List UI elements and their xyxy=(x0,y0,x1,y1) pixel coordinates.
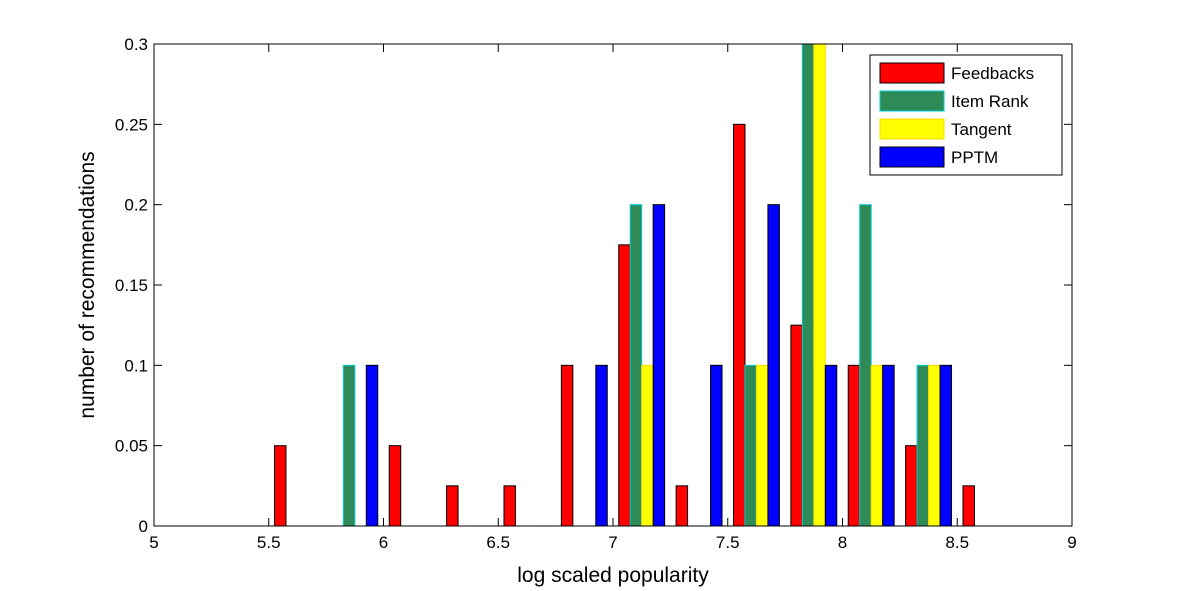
bar-pptm-10 xyxy=(767,204,780,527)
bar-item-rank-8 xyxy=(629,204,643,527)
y-tick-label: 0.25 xyxy=(115,115,148,134)
y-axis: 0 0.05 0.1 0.15 0.2 0.25 0.3 xyxy=(115,35,1072,536)
bar-pptm-11 xyxy=(824,364,838,527)
legend-label-item-rank: Item Rank xyxy=(951,92,1029,111)
bar-item-rank-3 xyxy=(342,364,356,527)
x-tick-label: 8 xyxy=(838,533,847,552)
bar-item-rank-12 xyxy=(859,204,872,527)
bar-feedbacks-4 xyxy=(388,445,402,527)
legend-swatch-feedbacks xyxy=(879,62,945,84)
bar-feedbacks-6 xyxy=(503,485,516,527)
x-tick-label: 5.5 xyxy=(257,533,281,552)
legend-label-pptm: PPTM xyxy=(951,148,998,167)
bar-feedbacks-8 xyxy=(618,244,631,527)
x-tick-label: 5 xyxy=(149,533,158,552)
bar-item-rank-13 xyxy=(916,364,930,527)
bar-item-rank-10 xyxy=(744,364,757,527)
bar-tangent-8 xyxy=(641,364,654,527)
legend-label-feedbacks: Feedbacks xyxy=(951,64,1034,83)
bar-feedbacks-10 xyxy=(732,123,746,527)
bar-feedbacks-9 xyxy=(675,485,689,527)
legend-swatch-pptm xyxy=(879,146,945,168)
x-axis-title: log scaled popularity xyxy=(517,564,709,587)
legend: Feedbacks Item Rank Tangent PPTM xyxy=(869,54,1063,176)
y-axis-title: number of recommendations xyxy=(76,151,99,418)
bar-tangent-10 xyxy=(755,364,769,527)
bar-tangent-13 xyxy=(928,364,941,527)
x-tick-label: 6 xyxy=(379,533,388,552)
bar-pptm-3 xyxy=(365,364,379,527)
y-tick-label: 0.1 xyxy=(124,356,148,375)
x-tick-label: 6.5 xyxy=(486,533,510,552)
bar-group xyxy=(273,43,975,527)
bar-pptm-8 xyxy=(652,204,666,527)
bar-tangent-12 xyxy=(870,364,884,527)
bar-pptm-12 xyxy=(882,364,895,527)
y-tick-label: 0.3 xyxy=(124,35,148,54)
legend-swatch-tangent xyxy=(879,118,945,140)
bar-feedbacks-13 xyxy=(905,445,918,527)
x-tick-label: 8.5 xyxy=(945,533,969,552)
bar-feedbacks-2 xyxy=(273,445,287,527)
y-tick-label: 0.05 xyxy=(115,437,148,456)
bar-pptm-9 xyxy=(710,364,723,527)
y-tick-label: 0.15 xyxy=(115,276,148,295)
bar-pptm-7 xyxy=(595,364,608,527)
bar-item-rank-11 xyxy=(801,43,815,527)
bar-feedbacks-14 xyxy=(962,485,975,527)
bar-feedbacks-12 xyxy=(847,364,861,527)
x-tick-label: 9 xyxy=(1067,533,1076,552)
legend-swatch-item-rank xyxy=(879,90,945,112)
y-tick-label: 0.2 xyxy=(124,196,148,215)
x-tick-label: 7 xyxy=(608,533,617,552)
x-axis: 5 5.5 6 6.5 7 7.5 8 8.5 9 xyxy=(149,44,1077,552)
bar-feedbacks-11 xyxy=(790,324,803,527)
bar-tangent-11 xyxy=(813,43,826,527)
y-tick-label: 0 xyxy=(139,517,148,536)
legend-label-tangent: Tangent xyxy=(951,120,1012,139)
bar-feedbacks-7 xyxy=(560,364,574,527)
bar-pptm-13 xyxy=(939,364,953,527)
x-tick-label: 7.5 xyxy=(716,533,740,552)
bar-feedbacks-5 xyxy=(446,485,459,527)
